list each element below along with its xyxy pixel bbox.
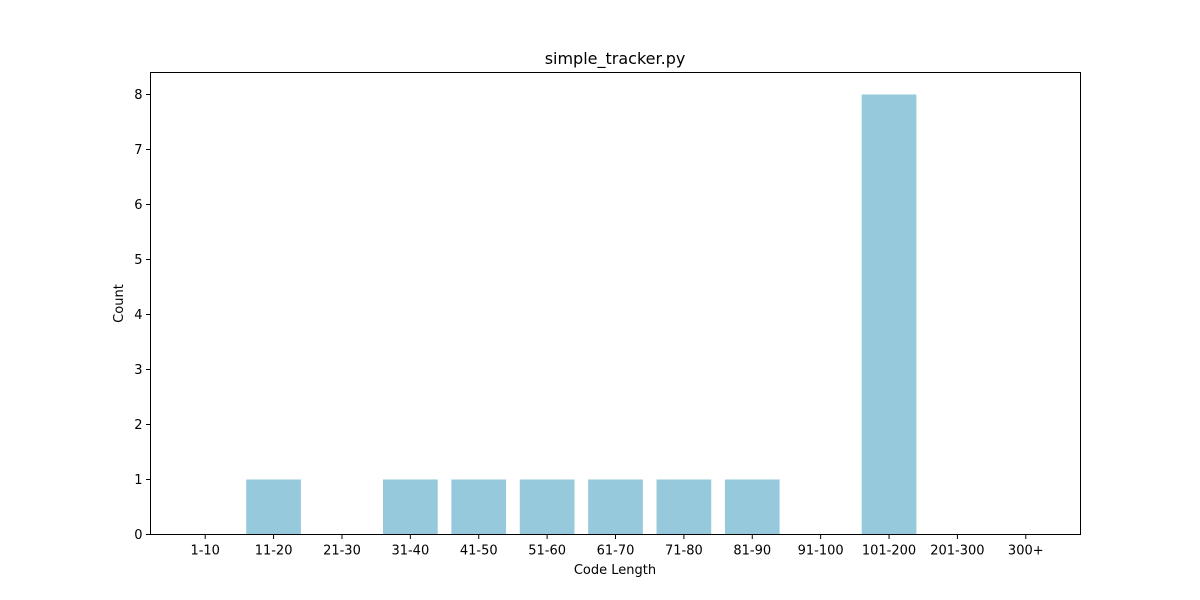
x-tick-label: 41-50 [460, 544, 498, 559]
x-axis: 1-10 11-20 21-30 31-40 41-50 51-60 61-70 71-80 8… [190, 534, 1044, 559]
y-tick-label: 6 [134, 198, 142, 213]
y-tick-label: 3 [134, 363, 142, 378]
x-axis-label: Code Length [574, 563, 656, 578]
x-tick-label: 201-300 [930, 544, 984, 559]
x-tick-label: 81-90 [733, 544, 771, 559]
x-tick-label: 71-80 [665, 544, 703, 559]
y-axis-label: Count [112, 284, 127, 323]
y-tick-label: 8 [134, 88, 142, 103]
y-tick-label: 4 [134, 308, 142, 323]
bar-61-70 [588, 479, 643, 535]
bar-101-200 [861, 94, 917, 535]
x-tick-label: 61-70 [597, 544, 635, 559]
y-axis: 0 1 2 3 4 5 6 7 8 [134, 88, 151, 543]
bar-71-80 [656, 479, 712, 535]
y-tick-label: 5 [134, 253, 142, 268]
x-tick-label: 101-200 [862, 544, 916, 559]
bar-31-40 [383, 479, 438, 535]
bar-81-90 [724, 479, 780, 535]
bar-51-60 [519, 479, 575, 535]
x-tick-label: 91-100 [798, 544, 844, 559]
x-tick-label: 300+ [1008, 544, 1044, 559]
bar-41-50 [451, 479, 507, 535]
y-tick-label: 2 [134, 418, 142, 433]
x-tick-label: 51-60 [528, 544, 566, 559]
x-tick-label: 11-20 [255, 544, 293, 559]
y-tick-label: 1 [134, 473, 142, 488]
y-tick-label: 0 [134, 528, 142, 543]
x-tick-label: 21-30 [323, 544, 361, 559]
plot-frame [150, 72, 1081, 535]
bars-group [246, 94, 917, 535]
x-tick-label: 1-10 [190, 544, 220, 559]
x-tick-label: 31-40 [391, 544, 429, 559]
y-tick-label: 7 [134, 143, 142, 158]
bar-11-20 [246, 479, 301, 535]
chart-title: simple_tracker.py [545, 49, 686, 69]
